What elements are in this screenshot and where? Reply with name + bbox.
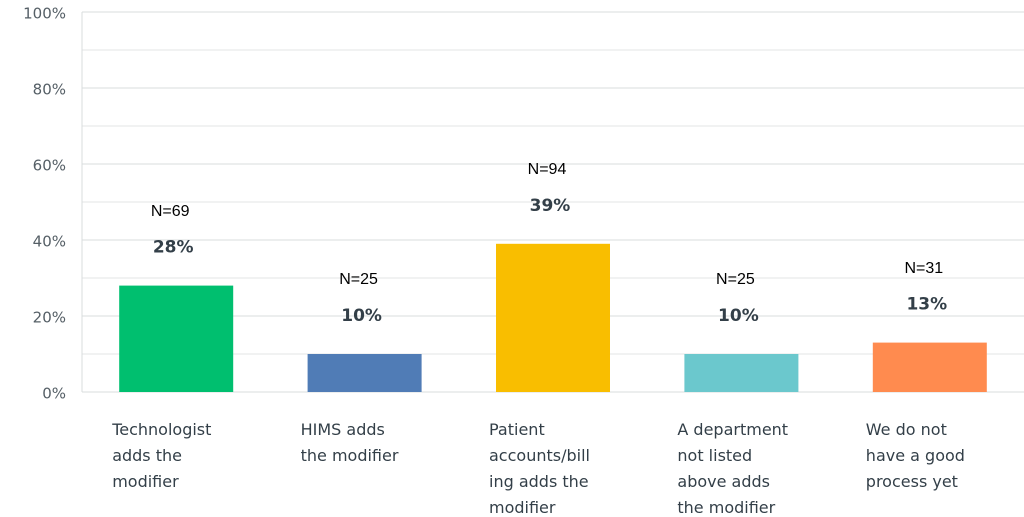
- x-tick-label-line: modifier: [489, 498, 556, 517]
- bar: [684, 354, 799, 392]
- x-tick-label-line: Patient: [489, 420, 545, 439]
- n-label: N=94: [528, 161, 567, 178]
- n-label: N=25: [339, 271, 378, 288]
- y-tick-label: 80%: [33, 81, 66, 99]
- bar: [307, 354, 422, 392]
- x-tick-label-line: We do not: [866, 420, 947, 439]
- x-tick-label-line: HIMS adds: [301, 420, 385, 439]
- n-label: N=31: [904, 260, 943, 277]
- y-tick-label: 40%: [33, 233, 66, 251]
- x-tick-label-line: above adds: [677, 472, 770, 491]
- x-tick-label-line: have a good: [866, 446, 965, 465]
- x-tick-label: We do not have a good process yet: [866, 420, 965, 491]
- x-tick-label: Patient accounts/bill ing adds the modifier: [489, 420, 590, 517]
- value-label: 10%: [718, 306, 759, 326]
- x-tick-label-line: accounts/bill: [489, 446, 590, 465]
- x-tick-label-line: adds the: [112, 446, 182, 465]
- value-label: 28%: [153, 238, 194, 258]
- y-tick-label: 20%: [33, 309, 66, 327]
- value-label: 10%: [341, 306, 382, 326]
- x-tick-label-line: Technologist: [111, 420, 211, 439]
- x-tick-label-line: ing adds the: [489, 472, 589, 491]
- x-tick-label: HIMS adds the modifier: [301, 420, 399, 465]
- x-tick-label: Technologist adds the modifier: [111, 420, 211, 491]
- value-label: 13%: [906, 295, 947, 315]
- y-tick-label: 0%: [42, 385, 66, 403]
- n-label: N=69: [151, 203, 190, 220]
- n-label: N=25: [716, 271, 755, 288]
- y-tick-label: 100%: [23, 5, 66, 23]
- bar: [872, 342, 987, 392]
- y-tick-label: 60%: [33, 157, 66, 175]
- x-tick-label-line: modifier: [112, 472, 179, 491]
- x-tick-label-line: not listed: [677, 446, 752, 465]
- x-tick-label-line: A department: [677, 420, 788, 439]
- x-tick-label-line: the modifier: [301, 446, 399, 465]
- bar: [496, 243, 610, 392]
- value-label: 39%: [530, 196, 571, 216]
- x-tick-label: A department not listed above adds the modi…: [677, 420, 788, 517]
- x-tick-label-line: the modifier: [677, 498, 775, 517]
- bar: [119, 285, 234, 392]
- x-tick-label-line: process yet: [866, 472, 958, 491]
